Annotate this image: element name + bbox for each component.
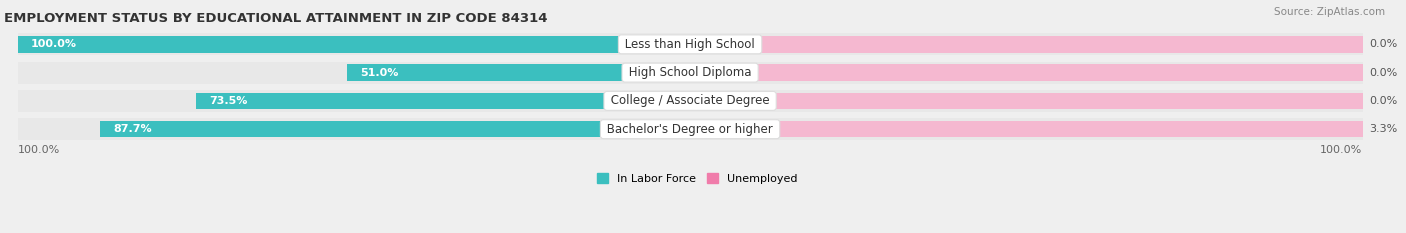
Bar: [18, 36, 690, 52]
Legend: In Labor Force, Unemployed: In Labor Force, Unemployed: [592, 169, 801, 188]
Bar: [347, 64, 690, 81]
Text: 0.0%: 0.0%: [1369, 68, 1398, 78]
Bar: [18, 118, 1362, 140]
Bar: [18, 90, 1362, 112]
Bar: [18, 33, 1362, 55]
Text: 100.0%: 100.0%: [18, 145, 60, 155]
Text: Less than High School: Less than High School: [621, 38, 759, 51]
Bar: [690, 121, 1362, 137]
Text: 3.3%: 3.3%: [1369, 124, 1398, 134]
Text: Bachelor's Degree or higher: Bachelor's Degree or higher: [603, 123, 778, 136]
Text: EMPLOYMENT STATUS BY EDUCATIONAL ATTAINMENT IN ZIP CODE 84314: EMPLOYMENT STATUS BY EDUCATIONAL ATTAINM…: [4, 12, 548, 25]
Text: 100.0%: 100.0%: [31, 39, 77, 49]
Text: 73.5%: 73.5%: [209, 96, 247, 106]
Bar: [690, 36, 1362, 52]
Text: 87.7%: 87.7%: [114, 124, 152, 134]
Text: Source: ZipAtlas.com: Source: ZipAtlas.com: [1274, 7, 1385, 17]
Text: 51.0%: 51.0%: [360, 68, 399, 78]
Bar: [690, 64, 1362, 81]
Text: High School Diploma: High School Diploma: [624, 66, 755, 79]
Text: 0.0%: 0.0%: [1369, 39, 1398, 49]
Text: College / Associate Degree: College / Associate Degree: [607, 94, 773, 107]
Text: 0.0%: 0.0%: [1369, 96, 1398, 106]
Bar: [690, 93, 1362, 109]
Bar: [690, 121, 713, 137]
Text: 100.0%: 100.0%: [1320, 145, 1362, 155]
Bar: [100, 121, 690, 137]
Bar: [195, 93, 690, 109]
Bar: [18, 62, 1362, 84]
